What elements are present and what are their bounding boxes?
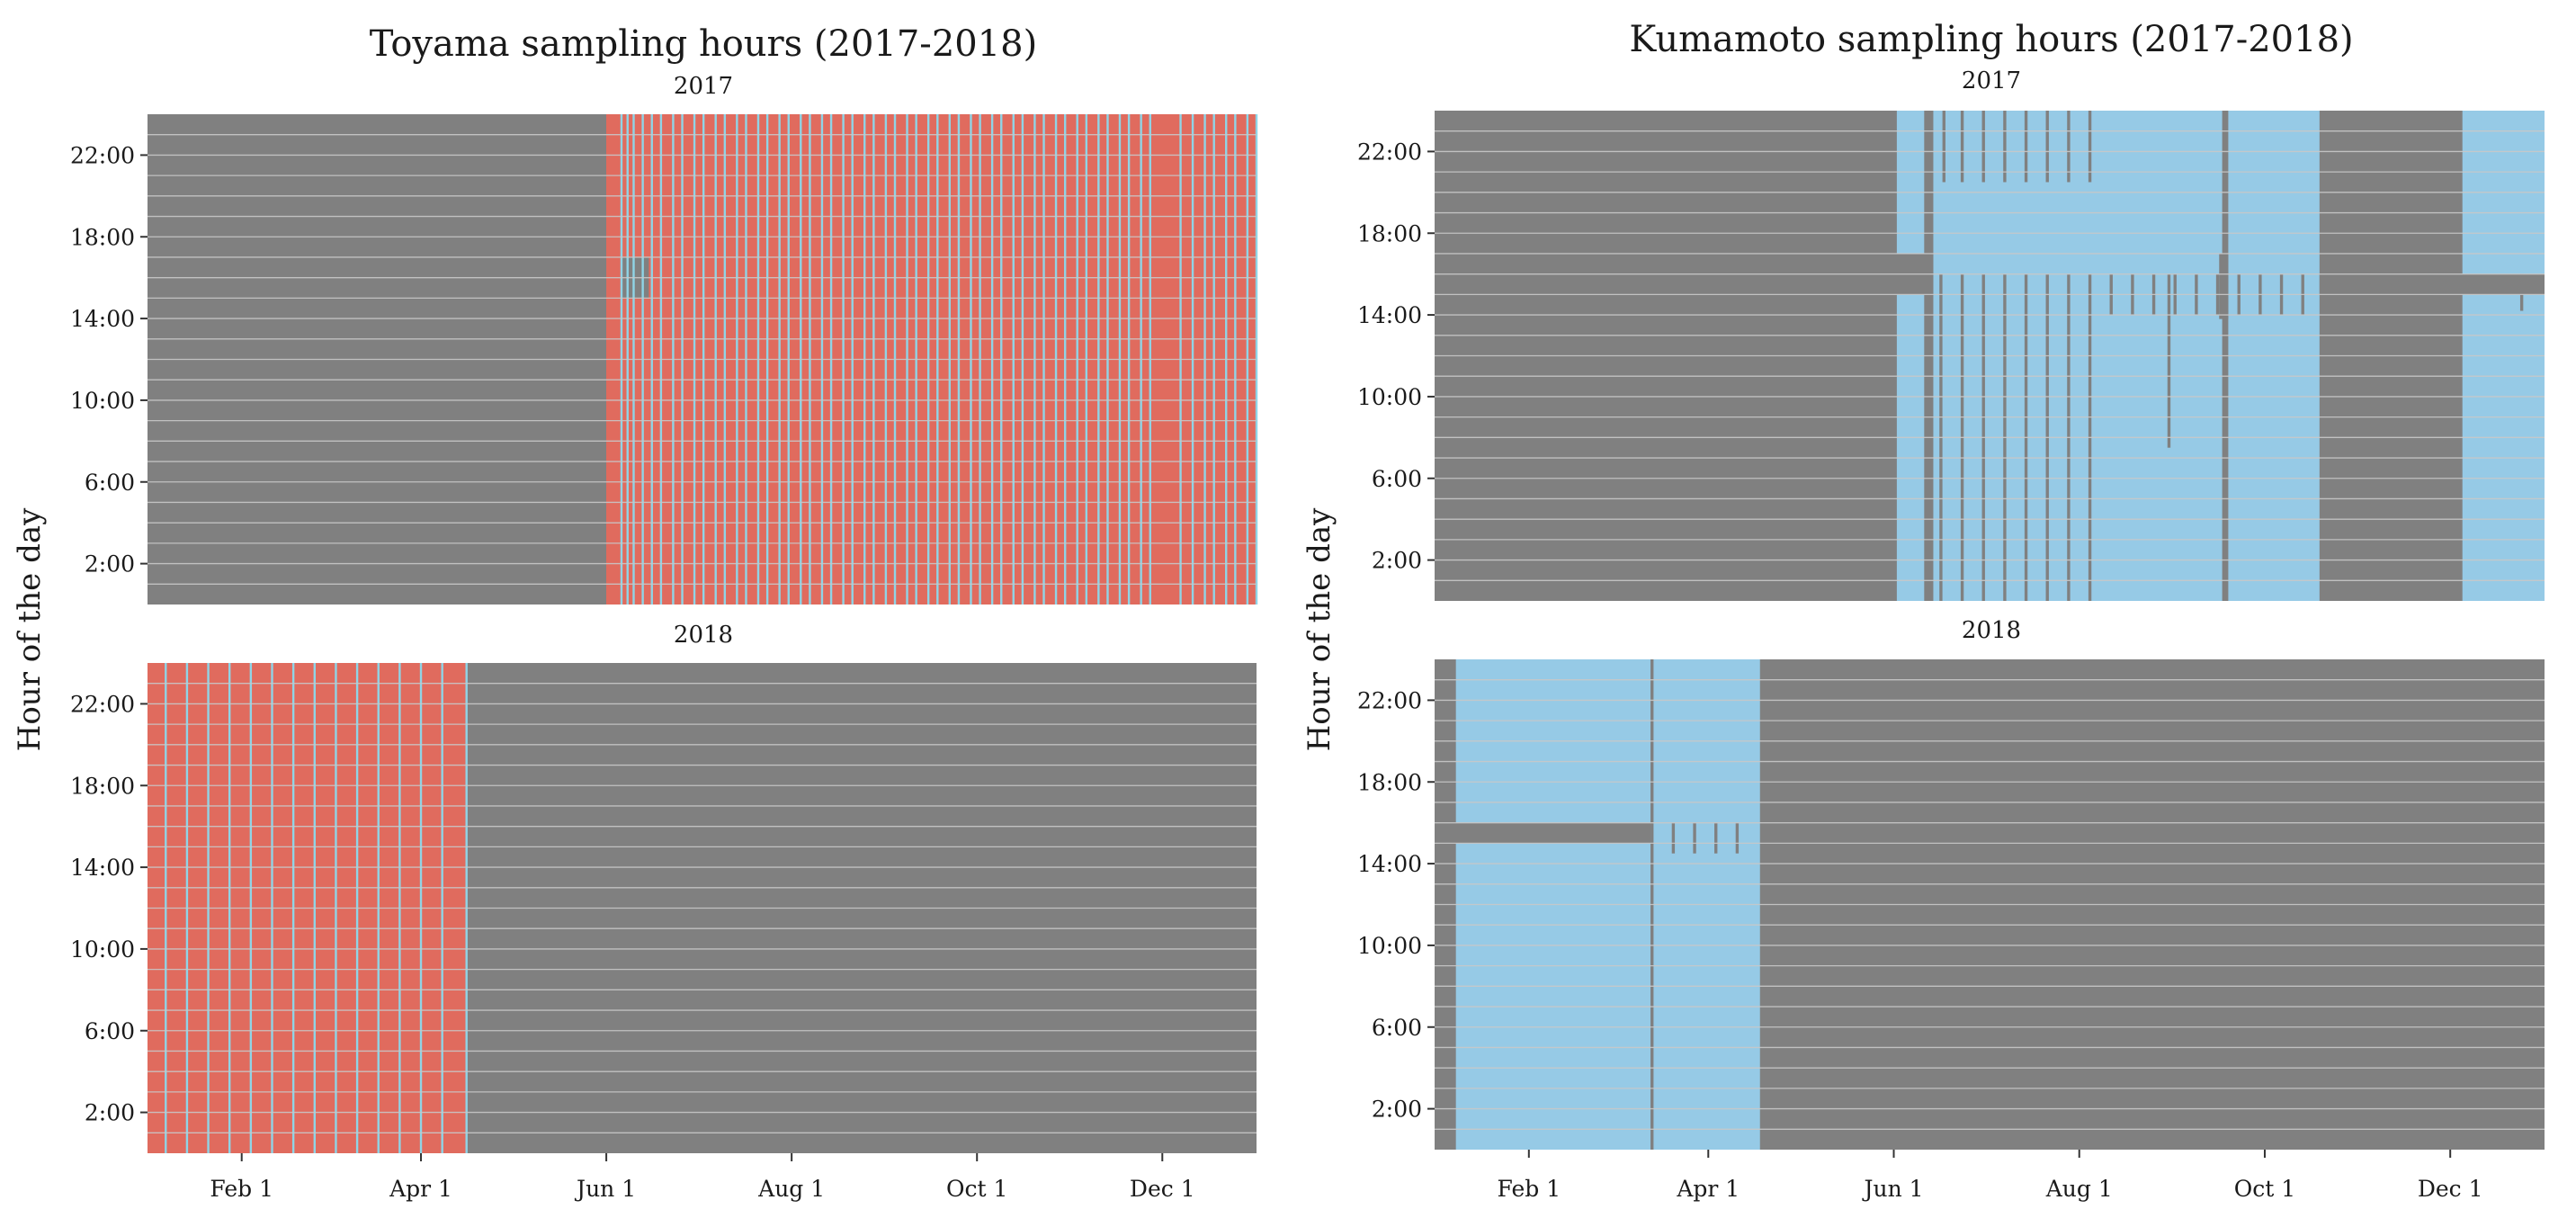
y-tick-label: 14:00 xyxy=(1357,851,1422,877)
x-tick-label: Jun 1 xyxy=(1861,1176,1923,1202)
facet-label: 2017 xyxy=(1962,67,2021,94)
y-tick-label: 6:00 xyxy=(1372,466,1422,492)
heatmap-cell xyxy=(1714,823,1717,854)
heatmap-cell xyxy=(2520,274,2523,311)
x-tick-label: Dec 1 xyxy=(1130,1176,1195,1202)
heatmap-cell xyxy=(1693,823,1695,854)
x-tick-label: Aug 1 xyxy=(2045,1176,2113,1202)
y-tick-label: 2:00 xyxy=(1372,548,1422,574)
facet-2018: 2018 2:00 6:00 10:00 14:00 18:00 22:00 Feb 1 Apr… xyxy=(70,622,1257,1202)
chart-title: Toyama sampling hours (2017-2018) xyxy=(370,23,1037,65)
y-tick-label: 22:00 xyxy=(70,691,135,717)
y-tick-label: 18:00 xyxy=(1357,220,1422,246)
facet-label: 2017 xyxy=(674,73,733,100)
y-tick-label: 22:00 xyxy=(1357,139,1422,165)
y-axis-title: Hour of the day xyxy=(12,507,48,751)
facet-2018: 2018 2:00 6:00 10:00 14:00 18:00 22:00 Feb 1 Apr… xyxy=(1357,617,2545,1202)
facet-label: 2018 xyxy=(1962,617,2021,644)
y-tick-label: 14:00 xyxy=(1357,302,1422,328)
y-tick-label: 18:00 xyxy=(70,224,135,250)
x-tick-label: Feb 1 xyxy=(210,1176,273,1202)
y-tick-label: 6:00 xyxy=(1372,1015,1422,1041)
y-tick-label: 18:00 xyxy=(70,773,135,799)
y-tick-label: 2:00 xyxy=(85,551,135,578)
facet-label: 2018 xyxy=(674,622,733,649)
facet-2017: 2017 2:00 6:00 10:00 14:00 18:00 22:00 xyxy=(70,73,1257,605)
y-tick-label: 18:00 xyxy=(1357,769,1422,795)
chart-panel-2: Kumamoto sampling hours (2017-2018) Hour … xyxy=(1301,19,2545,1202)
y-tick-label: 10:00 xyxy=(70,388,135,414)
x-tick-label: Oct 1 xyxy=(2234,1176,2295,1202)
x-tick-label: Aug 1 xyxy=(757,1176,825,1202)
heatmap-cell xyxy=(2320,274,2545,295)
y-tick-label: 10:00 xyxy=(1357,384,1422,410)
x-tick-label: Dec 1 xyxy=(2418,1176,2483,1202)
x-tick-label: Apr 1 xyxy=(389,1176,452,1202)
x-tick-label: Jun 1 xyxy=(574,1176,636,1202)
heatmap-cell xyxy=(1435,823,1650,844)
y-tick-label: 22:00 xyxy=(1357,687,1422,713)
y-tick-label: 14:00 xyxy=(70,306,135,332)
y-tick-label: 6:00 xyxy=(85,1018,135,1044)
y-tick-label: 2:00 xyxy=(85,1100,135,1126)
y-tick-label: 14:00 xyxy=(70,855,135,881)
y-tick-label: 2:00 xyxy=(1372,1097,1422,1123)
heatmap-cell xyxy=(2219,254,2228,319)
y-axis-title: Hour of the day xyxy=(1301,507,1337,751)
chart-title: Kumamoto sampling hours (2017-2018) xyxy=(1629,19,2353,60)
x-tick-label: Apr 1 xyxy=(1676,1176,1740,1202)
y-tick-label: 10:00 xyxy=(70,936,135,963)
heatmap-cell xyxy=(2168,274,2170,448)
facet-2017: 2017 2:00 6:00 10:00 14:00 18:00 22:00 xyxy=(1357,67,2545,601)
x-tick-label: Feb 1 xyxy=(1497,1176,1561,1202)
x-tick-label: Oct 1 xyxy=(946,1176,1007,1202)
heatmap-cell xyxy=(1672,823,1675,854)
y-tick-label: 22:00 xyxy=(70,142,135,168)
y-tick-label: 10:00 xyxy=(1357,933,1422,959)
chart-panel-1: Toyama sampling hours (2017-2018) Hour of… xyxy=(12,23,1257,1202)
y-tick-label: 6:00 xyxy=(85,470,135,496)
heatmap-cell xyxy=(1736,823,1739,854)
